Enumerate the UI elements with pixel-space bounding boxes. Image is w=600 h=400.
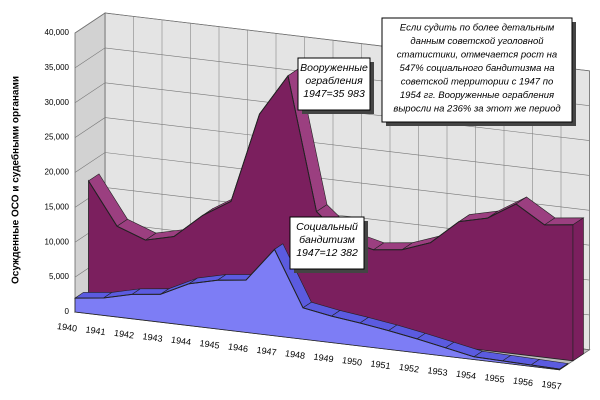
annotation-box: [381, 17, 573, 123]
annotation-text: 1954 гг. Вооруженные ограбления: [400, 90, 554, 101]
annotation-text: Если судить по более детальным: [400, 23, 555, 34]
annotation-text: 1947=35 983: [303, 88, 365, 100]
annotation-text: бандитизм: [299, 234, 355, 246]
x-tick-label: 1949: [313, 352, 334, 365]
x-tick-label: 1952: [398, 362, 419, 375]
y-tick-label: 5,000: [49, 272, 70, 281]
area-side: [559, 362, 569, 371]
y-axis-label: Осужденные ОСО и судебными органами: [10, 76, 22, 284]
annotation-text: данным советской уголовной: [410, 36, 544, 47]
y-tick-label: 20,000: [45, 168, 70, 177]
y-tick-label: 25,000: [45, 133, 70, 142]
y-tick-label: 15,000: [45, 202, 70, 211]
grid-line: [74, 117, 590, 176]
annotation-text: 1947=12 382: [296, 247, 358, 259]
annotation-text: выросли на 236% за этот же период: [393, 104, 560, 115]
x-tick-label: 1948: [284, 348, 305, 361]
y-tick-label: 30,000: [45, 98, 70, 107]
x-tick-label: 1955: [484, 372, 505, 385]
x-tick-label: 1954: [455, 369, 476, 382]
annotation-text: 547% социального бандитизма на: [399, 63, 554, 74]
y-tick-label: 10,000: [45, 237, 70, 246]
annotation-text: Вооруженные: [300, 62, 368, 74]
x-tick-label: 1943: [142, 331, 163, 344]
y-tick-label: 40,000: [45, 28, 70, 37]
x-tick-label: 1950: [341, 355, 362, 368]
x-tick-label: 1951: [370, 358, 391, 371]
x-tick-label: 1944: [170, 335, 191, 348]
y-tick-label: 35,000: [45, 63, 70, 72]
annotation-text: статистики, отмечается рост на: [397, 50, 557, 61]
annotation-text: Социальный: [296, 221, 358, 233]
x-tick-label: 1942: [113, 328, 134, 341]
annotation-text: ограбления: [305, 75, 363, 87]
x-tick-label: 1940: [56, 321, 77, 334]
x-tick-label: 1957: [541, 379, 562, 392]
area-line: [74, 248, 560, 370]
x-tick-label: 1941: [85, 324, 106, 337]
annotation-box: [289, 216, 365, 270]
y-tick-label: 0: [65, 307, 70, 316]
x-tick-label: 1946: [227, 341, 248, 354]
x-tick-label: 1956: [512, 375, 533, 388]
x-tick-label: 1947: [256, 345, 277, 358]
area-side: [572, 217, 584, 362]
x-tick-label: 1953: [427, 365, 448, 378]
x-tick-label: 1945: [199, 338, 220, 351]
annotation-text: советской территории с 1947 по: [401, 77, 554, 88]
grid-line: [74, 152, 590, 211]
annotation-box: [297, 57, 371, 111]
annotation: Если судить по более детальным данным сов…: [381, 17, 576, 126]
